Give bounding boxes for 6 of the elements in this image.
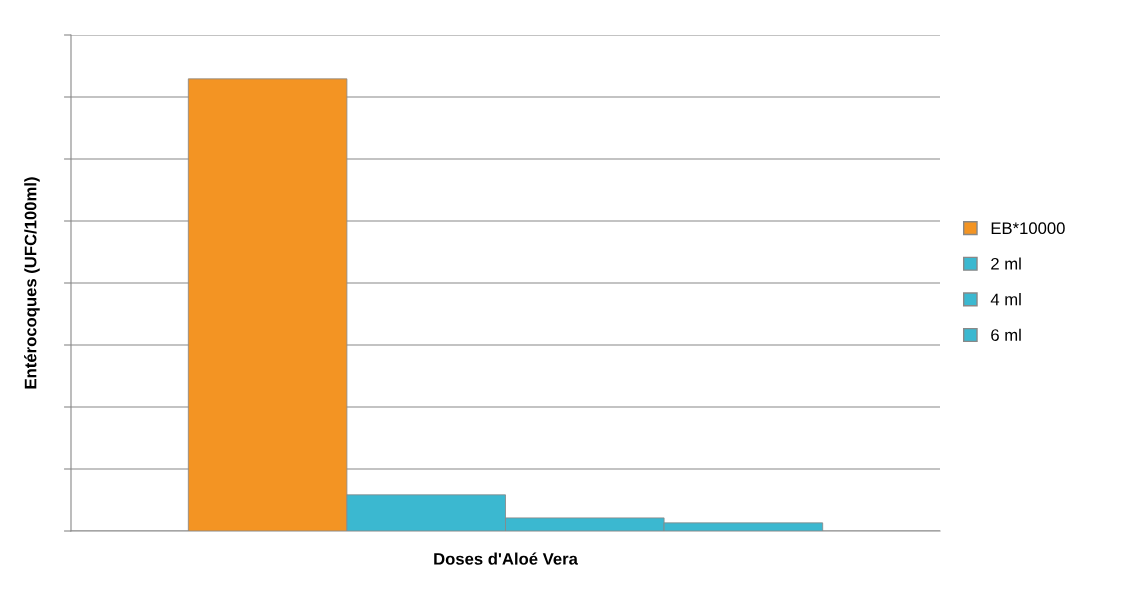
legend-label: 2 ml xyxy=(991,257,1021,270)
legend-label: 6 ml xyxy=(991,328,1021,341)
legend-label: EB*10000 xyxy=(991,222,1065,235)
x-axis-title: Doses d'Aloé Vera xyxy=(434,552,578,565)
y-axis-title: Entérocoques (UFC/100ml) xyxy=(24,177,40,389)
legend-label: 4 ml xyxy=(990,293,1021,306)
